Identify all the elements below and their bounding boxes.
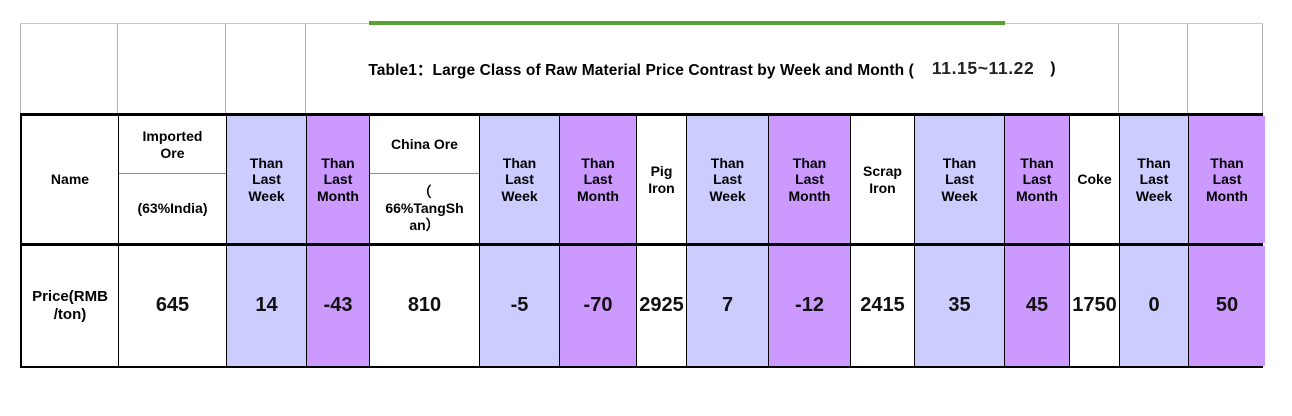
col-header-than-last-month-3: Than Last Month [769, 116, 851, 243]
table-title-text: Table1：Large Class of Raw Material Price… [368, 61, 914, 79]
value-scrap-iron-price: 2415 [851, 246, 915, 366]
col-header-than-last-month-1: Than Last Month [307, 116, 370, 243]
col-header-name: Name [22, 116, 119, 243]
green-accent-line [369, 21, 1005, 25]
value-imported-ore-week-change: 14 [227, 246, 307, 366]
table-title-date-range: 11.15~11.22 [931, 58, 1035, 78]
title-row-spacer-1 [21, 24, 118, 113]
col-header-china-ore-grade: （ 66%TangSh an） [385, 183, 464, 233]
col-header-pig-iron: Pig Iron [637, 116, 687, 243]
col-header-imported-ore-label: Imported Ore [119, 116, 226, 174]
col-header-imported-ore-grade: (63%India) [137, 200, 208, 217]
col-header-scrap-iron: Scrap Iron [851, 116, 915, 243]
title-row: Table1：Large Class of Raw Material Price… [20, 23, 1263, 113]
col-header-than-last-week-5: Than Last Week [1120, 116, 1189, 243]
table-title: Table1：Large Class of Raw Material Price… [306, 24, 1119, 113]
title-row-spacer-3 [226, 24, 306, 113]
title-row-spacer-4 [1119, 24, 1188, 113]
value-china-ore-month-change: -70 [560, 246, 637, 366]
col-header-than-last-month-4: Than Last Month [1005, 116, 1070, 243]
value-scrap-iron-month-change: 45 [1005, 246, 1070, 366]
col-header-than-last-week-4: Than Last Week [915, 116, 1005, 243]
col-header-than-last-month-5: Than Last Month [1189, 116, 1265, 243]
col-header-than-last-week-2: Than Last Week [480, 116, 560, 243]
col-header-china-ore: China Ore （ 66%TangSh an） [370, 116, 480, 243]
col-header-than-last-week-3: Than Last Week [687, 116, 769, 243]
col-header-than-last-month-2: Than Last Month [560, 116, 637, 243]
value-coke-price: 1750 [1070, 246, 1120, 366]
col-header-coke: Coke [1070, 116, 1120, 243]
value-coke-month-change: 50 [1189, 246, 1265, 366]
value-pig-iron-week-change: 7 [687, 246, 769, 366]
value-imported-ore-month-change: -43 [307, 246, 370, 366]
value-scrap-iron-week-change: 35 [915, 246, 1005, 366]
table-title-close-paren: ) [1050, 59, 1056, 77]
col-header-china-ore-label: China Ore [370, 116, 479, 174]
row-label-price-rmb-ton: Price(RMB /ton) [22, 246, 119, 366]
title-row-spacer-2 [118, 24, 226, 113]
value-pig-iron-price: 2925 [637, 246, 687, 366]
col-header-imported-ore: Imported Ore (63%India) [119, 116, 227, 243]
raw-material-price-table: Table1：Large Class of Raw Material Price… [20, 23, 1265, 368]
header-row: Name Imported Ore (63%India) Than Last W… [20, 113, 1265, 246]
price-data-row: Price(RMB /ton) 645 14 -43 810 -5 -70 29… [20, 246, 1265, 368]
title-row-spacer-5 [1188, 24, 1264, 113]
value-china-ore-price: 810 [370, 246, 480, 366]
value-china-ore-week-change: -5 [480, 246, 560, 366]
value-pig-iron-month-change: -12 [769, 246, 851, 366]
col-header-than-last-week-1: Than Last Week [227, 116, 307, 243]
value-coke-week-change: 0 [1120, 246, 1189, 366]
value-imported-ore-price: 645 [119, 246, 227, 366]
